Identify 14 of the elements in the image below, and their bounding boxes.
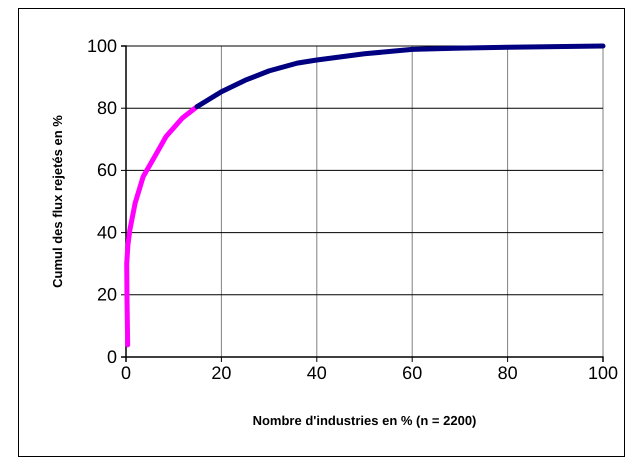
- y-axis-title: Cumul des flux rejetés en %: [50, 114, 65, 288]
- x-tick-label: 100: [588, 362, 618, 383]
- x-axis-title: Nombre d'industries en % (n = 2200): [252, 413, 476, 428]
- x-tick-label: 80: [498, 362, 518, 383]
- x-tick-label: 40: [306, 362, 327, 383]
- y-tick-label: 100: [86, 36, 117, 56]
- x-tick-label: 0: [120, 362, 132, 383]
- y-tick-label: 40: [96, 222, 117, 242]
- y-tick-label: 0: [106, 346, 117, 367]
- y-tick-label: 20: [96, 284, 117, 305]
- y-tick-label: 60: [96, 160, 117, 180]
- y-tick-label: 80: [96, 98, 117, 118]
- x-tick-label: 20: [211, 362, 232, 383]
- x-tick-label: 60: [402, 362, 422, 383]
